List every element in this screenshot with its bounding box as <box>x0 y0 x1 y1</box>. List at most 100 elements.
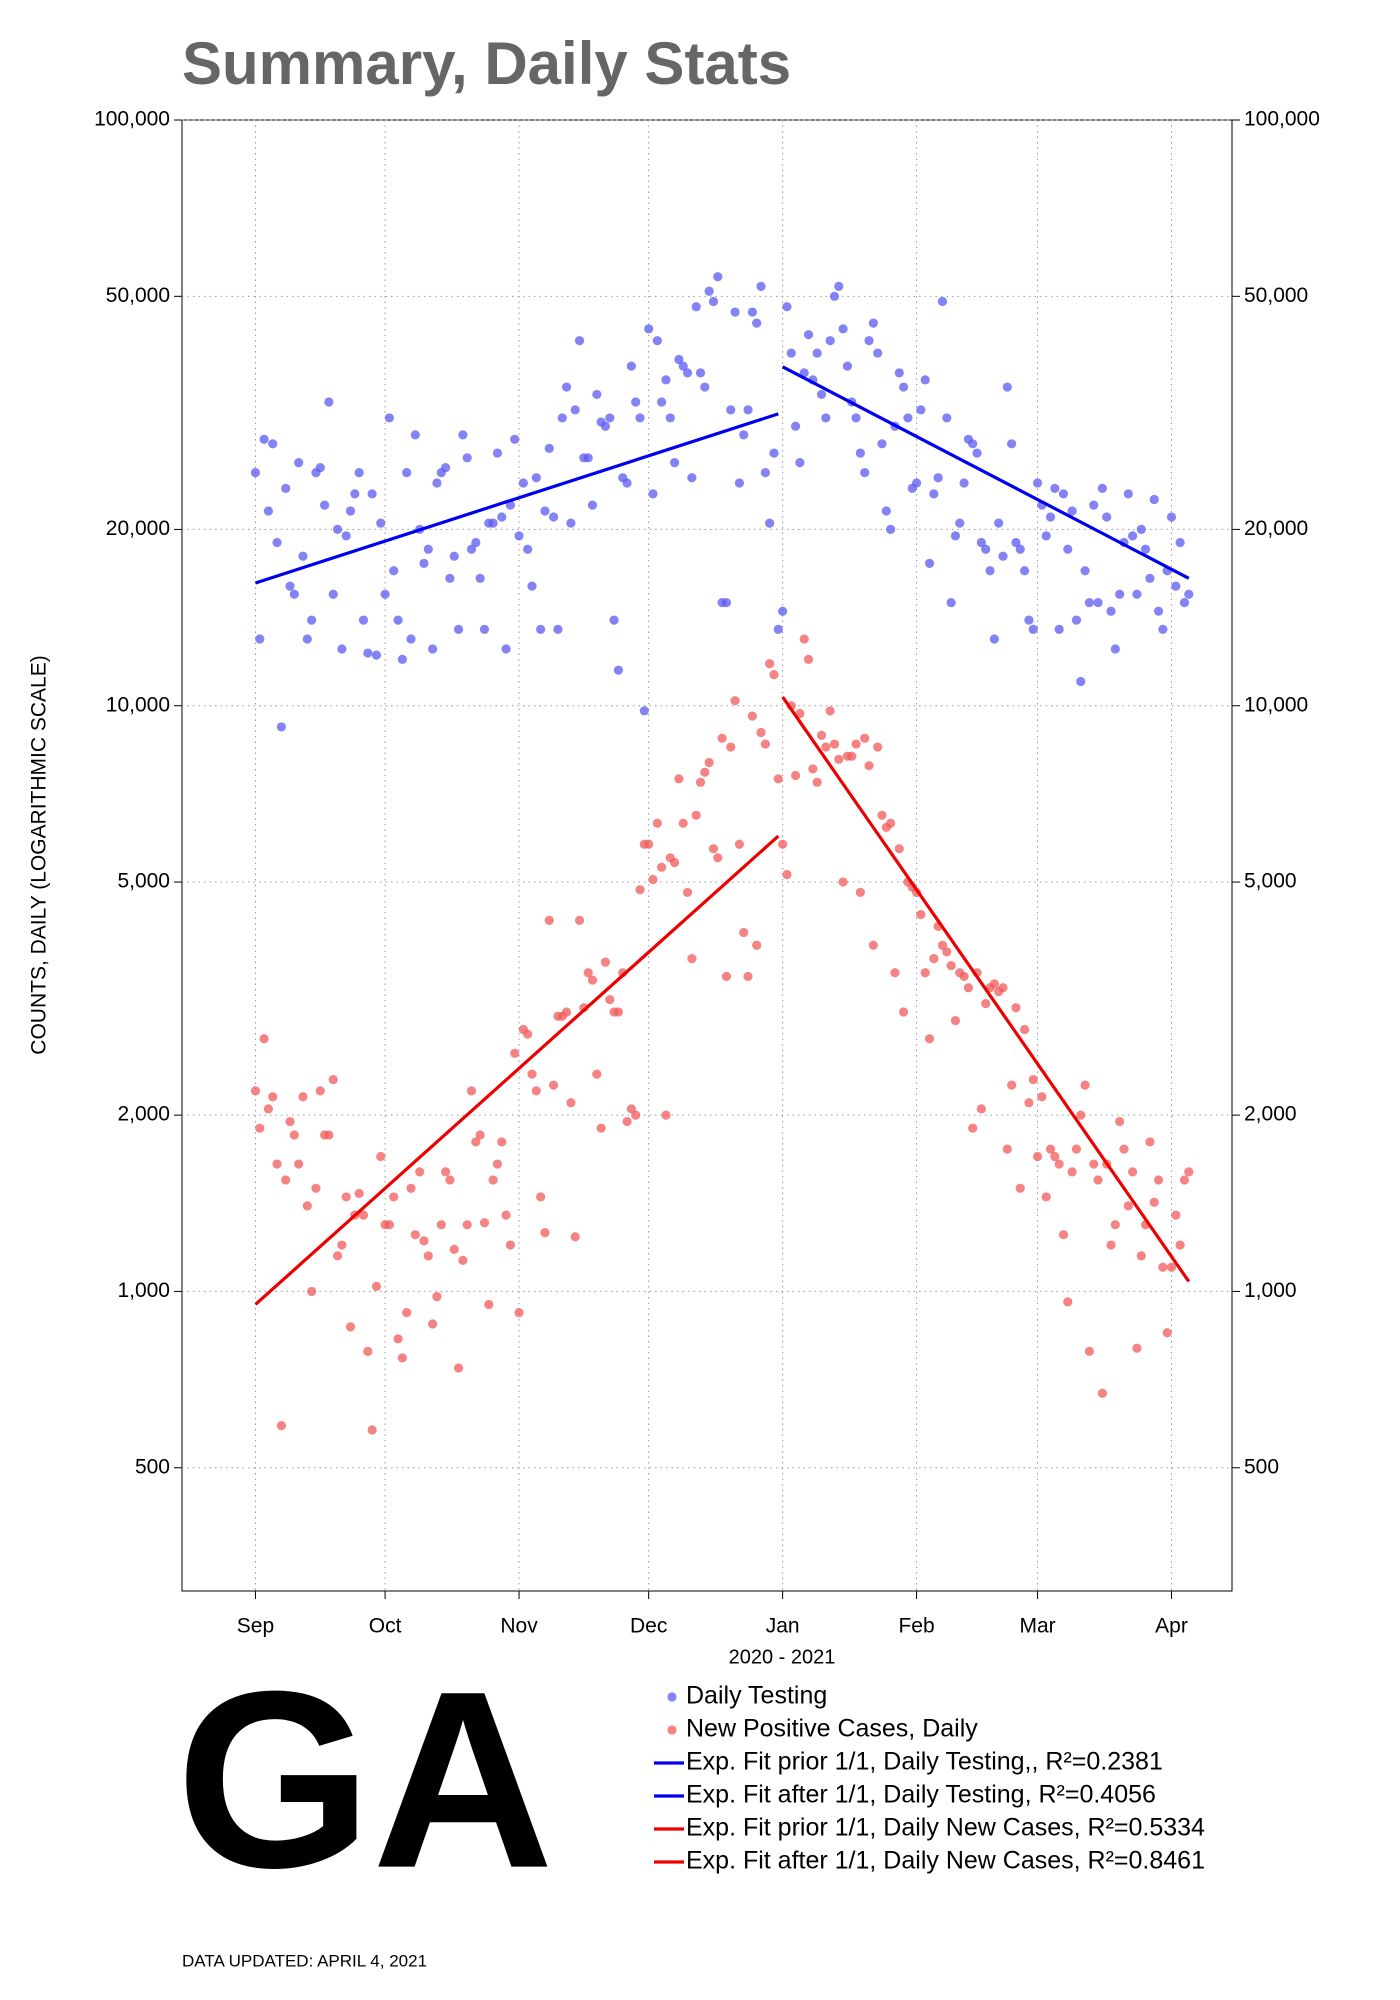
point <box>1110 644 1120 654</box>
point <box>289 589 299 599</box>
point <box>704 757 714 768</box>
point <box>756 281 766 291</box>
point <box>920 968 930 978</box>
y2-tick-label: 50,000 <box>1244 284 1308 307</box>
point <box>808 764 818 774</box>
point <box>1132 589 1142 599</box>
point <box>475 1130 485 1140</box>
point <box>1024 1098 1034 1108</box>
point <box>281 1175 291 1185</box>
point <box>873 348 883 358</box>
point <box>332 1251 343 1261</box>
point <box>285 1116 295 1127</box>
point <box>773 774 783 784</box>
point <box>255 1123 265 1133</box>
point <box>678 361 688 371</box>
point <box>1145 573 1155 583</box>
point <box>920 375 930 385</box>
point <box>803 654 814 664</box>
point <box>514 531 524 541</box>
point <box>255 634 265 644</box>
point <box>1007 439 1017 449</box>
point <box>531 473 541 483</box>
point <box>994 518 1004 528</box>
point <box>855 448 865 458</box>
point <box>1184 1167 1194 1177</box>
point <box>311 1183 321 1193</box>
point <box>410 430 420 440</box>
point <box>635 885 645 895</box>
point <box>1002 382 1012 392</box>
point <box>851 413 861 423</box>
point <box>644 324 654 334</box>
point <box>734 478 745 488</box>
y-tick-label: 50,000 <box>106 284 170 307</box>
point <box>726 742 736 752</box>
point <box>868 940 878 950</box>
legend-marker <box>667 1692 677 1702</box>
y-tick-label: 100,000 <box>94 108 170 131</box>
point <box>315 1086 325 1096</box>
point <box>886 524 896 534</box>
point <box>989 979 999 989</box>
point <box>799 634 809 644</box>
point <box>259 434 269 444</box>
point <box>713 853 723 863</box>
legend-label: Daily Testing <box>686 1682 827 1710</box>
point <box>968 439 978 449</box>
point <box>730 696 740 706</box>
point <box>1149 1197 1159 1207</box>
point <box>1093 1175 1103 1185</box>
point <box>440 1167 451 1177</box>
point <box>726 405 736 415</box>
point <box>626 361 636 371</box>
point <box>527 581 537 591</box>
point <box>544 915 554 926</box>
point <box>613 665 624 675</box>
point <box>1097 1388 1107 1398</box>
point <box>1115 1116 1125 1127</box>
point <box>613 1007 624 1017</box>
point <box>700 382 710 392</box>
point <box>829 739 840 749</box>
point <box>1041 531 1051 541</box>
point <box>523 544 533 554</box>
point <box>747 711 757 721</box>
x-axis-label: 2020 - 2021 <box>729 1646 836 1668</box>
y-tick-label: 10,000 <box>106 693 170 716</box>
y-tick-label: 20,000 <box>106 517 170 540</box>
point <box>691 302 701 312</box>
legend-label: Exp. Fit after 1/1, Daily Testing, R²=0.… <box>686 1781 1156 1809</box>
point <box>389 566 399 576</box>
point <box>739 430 749 440</box>
point <box>1080 1080 1090 1090</box>
point <box>1054 1159 1064 1169</box>
point <box>1149 494 1159 505</box>
point <box>574 336 585 346</box>
point <box>812 777 822 787</box>
point <box>605 413 615 423</box>
point <box>1123 1201 1133 1211</box>
point <box>890 968 900 978</box>
point <box>669 458 680 468</box>
point <box>860 733 870 743</box>
legend-label: New Positive Cases, Daily <box>686 1715 978 1743</box>
point <box>592 389 602 400</box>
point <box>665 413 675 423</box>
point <box>1136 524 1146 534</box>
point <box>354 1188 364 1199</box>
point <box>250 1086 261 1096</box>
state-label: GA <box>176 1640 554 1921</box>
point <box>1058 489 1069 499</box>
point <box>402 1308 412 1318</box>
point <box>380 589 390 599</box>
point <box>324 397 334 407</box>
fit-line <box>254 834 780 1306</box>
point <box>682 887 693 898</box>
point <box>423 544 433 554</box>
point <box>1128 531 1138 541</box>
point <box>950 531 961 541</box>
point <box>298 1092 308 1102</box>
point <box>523 1029 533 1039</box>
